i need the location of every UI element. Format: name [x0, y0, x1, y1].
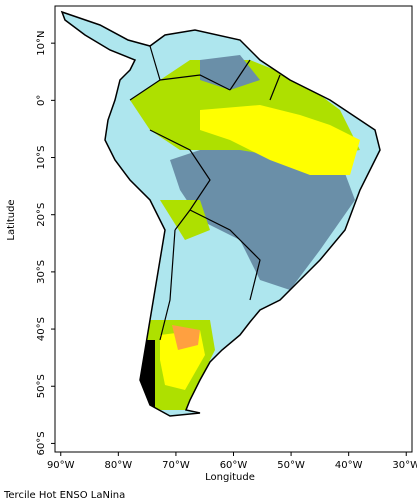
country-borders — [129, 45, 281, 341]
x-tick-label: 50°W — [277, 460, 305, 471]
x-tick-label: 90°W — [47, 460, 75, 471]
y-tick-label: 60°S — [36, 431, 47, 455]
y-tick-label: 10°S — [36, 145, 47, 169]
x-tick-label: 80°W — [105, 460, 133, 471]
x-tick-label: 60°W — [220, 460, 248, 471]
region-green-central — [160, 200, 210, 240]
x-tick-label: 30°W — [392, 460, 417, 471]
y-tick-label: 40°S — [36, 317, 47, 341]
y-tick-label: 20°S — [36, 203, 47, 227]
y-axis-label: Latitude — [6, 199, 17, 240]
y-tick-label: 30°S — [36, 260, 47, 284]
y-tick-label: 50°S — [36, 374, 47, 398]
region-orange — [172, 325, 200, 350]
y-tick-label: 10°N — [36, 31, 47, 56]
y-tick-label: 0° — [36, 95, 47, 106]
coastline — [60, 10, 381, 417]
x-axis-label: Longitude — [205, 472, 255, 483]
x-tick-label: 70°W — [162, 460, 190, 471]
region-blue-north — [200, 55, 260, 90]
x-tick-label: 40°W — [335, 460, 363, 471]
region-blue — [170, 140, 355, 290]
caption: Tercile Hot ENSO LaNina — [3, 490, 125, 501]
region-yellow — [200, 105, 360, 175]
